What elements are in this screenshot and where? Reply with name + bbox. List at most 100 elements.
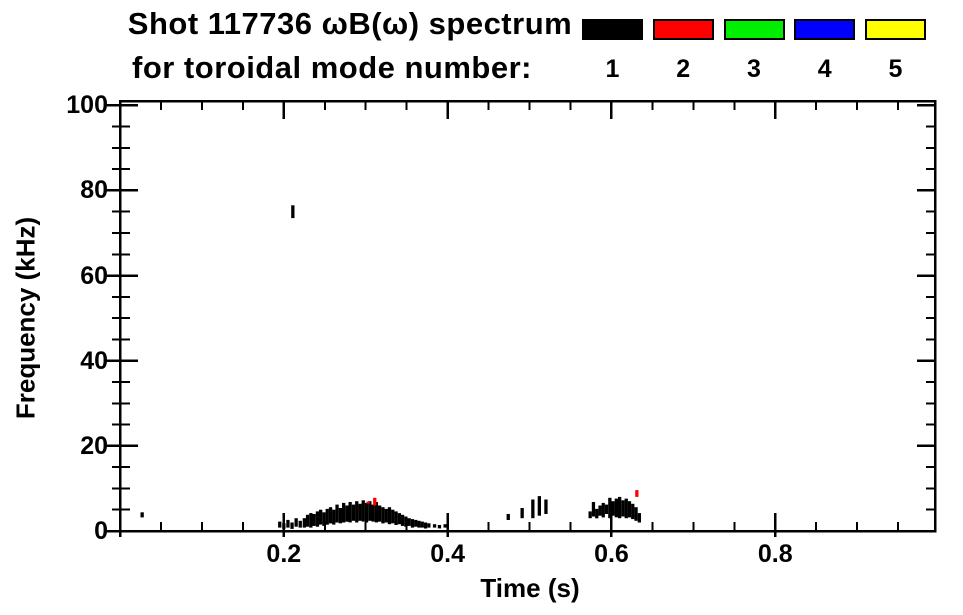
data-mark-mode-1: [378, 505, 382, 522]
data-mark-mode-1: [591, 502, 596, 517]
data-mark-mode-2: [366, 501, 370, 504]
data-mark-mode-1: [332, 509, 336, 525]
data-mark-mode-1: [611, 501, 615, 516]
figure-subtitle: for toroidal mode number:: [132, 50, 532, 85]
data-mark-mode-1: [420, 521, 424, 528]
y-tick-label-0: 0: [94, 517, 108, 545]
data-mark-mode-1: [443, 524, 447, 528]
data-mark-mode-1: [637, 513, 641, 523]
data-mark-mode-1: [427, 523, 431, 528]
legend-swatch-mode-5: [865, 19, 926, 40]
data-mark-mode-1: [342, 502, 346, 523]
x-tick-label-0.6: 0.6: [594, 540, 629, 568]
data-mark-mode-1: [437, 525, 442, 529]
data-mark-mode-1: [294, 518, 298, 527]
data-mark-mode-1: [371, 504, 375, 522]
data-mark-mode-1: [417, 520, 421, 528]
x-tick-label-0.4: 0.4: [430, 540, 465, 568]
data-mark-mode-1: [351, 504, 356, 521]
legend-label-mode-4: 4: [817, 55, 832, 83]
data-mark-mode-1: [315, 511, 320, 527]
data-mark-mode-1: [345, 505, 349, 522]
data-mark-mode-1: [282, 523, 286, 529]
data-mark-mode-1: [338, 508, 342, 524]
y-tick-label-60: 60: [80, 261, 108, 290]
legend-label-mode-2: 2: [676, 55, 691, 83]
data-mark-mode-1: [325, 508, 329, 525]
data-mark-mode-1: [544, 499, 548, 514]
figure-title: Shot 117736 ωB(ω) spectrum: [127, 6, 573, 41]
data-mark-mode-1: [618, 496, 622, 519]
y-axis-title: Frequency (kHz): [10, 216, 41, 420]
data-mark-mode-1: [634, 507, 638, 521]
data-mark-mode-1: [631, 503, 635, 520]
data-mark-mode-1: [364, 502, 369, 523]
legend-swatch-mode-4: [794, 19, 856, 40]
data-mark-mode-1: [290, 522, 294, 529]
data-mark-mode-1: [319, 509, 323, 525]
x-tick-label-0.2: 0.2: [266, 540, 302, 568]
data-mark-mode-2: [635, 490, 639, 497]
data-mark-mode-2: [373, 497, 377, 506]
data-mark-mode-1: [414, 519, 418, 527]
data-mark-mode-1: [358, 503, 362, 521]
data-mark-mode-1: [397, 513, 401, 525]
legend-label-mode-1: 1: [605, 55, 620, 83]
x-axis-title: Time (s): [480, 573, 580, 603]
data-mark-mode-1: [361, 500, 365, 522]
data-mark-mode-1: [608, 497, 612, 519]
data-mark-mode-1: [286, 519, 290, 528]
data-mark-mode-1: [394, 511, 398, 525]
data-mark-mode-1: [601, 502, 605, 518]
data-mark-mode-1: [407, 518, 411, 526]
data-mark-mode-1: [305, 514, 310, 527]
data-mark-mode-1: [624, 498, 628, 519]
data-mark-mode-1: [531, 499, 535, 519]
data-mark-mode-1: [381, 507, 385, 524]
data-mark-mode-1: [322, 512, 326, 526]
data-mark-mode-1: [368, 501, 372, 521]
y-tick-label-40: 40: [80, 346, 108, 375]
legend-swatch-mode-2: [652, 19, 714, 40]
data-mark-mode-1: [391, 509, 395, 524]
data-mark-mode-1: [355, 501, 359, 523]
data-mark-mode-1: [302, 518, 306, 528]
data-mark-mode-1: [621, 500, 625, 517]
legend-label-mode-5: 5: [888, 55, 903, 83]
legend-swatch-mode-3: [723, 19, 785, 40]
y-tick-label-80: 80: [80, 176, 108, 205]
data-mark-mode-1: [291, 205, 295, 219]
data-mark-mode-1: [384, 508, 388, 523]
data-mark-mode-1: [410, 519, 415, 528]
data-mark-mode-1: [506, 514, 510, 520]
data-mark-mode-1: [614, 498, 618, 518]
data-mark-mode-1: [627, 501, 632, 518]
data-mark-mode-1: [374, 502, 378, 523]
data-mark-mode-1: [423, 522, 428, 529]
data-mark-mode-1: [335, 504, 339, 523]
data-mark-mode-1: [278, 521, 282, 528]
data-mark-mode-1: [604, 504, 609, 514]
y-tick-label-100: 100: [66, 91, 108, 120]
data-mark-mode-1: [520, 508, 524, 519]
data-mark-mode-1: [140, 512, 144, 518]
legend-label-mode-3: 3: [747, 55, 761, 83]
data-mark-mode-1: [537, 496, 541, 516]
plot-frame: [118, 99, 937, 533]
data-mark-mode-1: [595, 508, 599, 519]
data-mark-mode-1: [348, 502, 352, 523]
data-mark-mode-1: [432, 524, 437, 528]
y-tick-label-20: 20: [80, 431, 108, 460]
data-mark-mode-1: [588, 511, 592, 519]
data-mark-mode-1: [598, 505, 602, 516]
data-mark-mode-1: [404, 516, 408, 527]
data-mark-mode-1: [309, 513, 313, 528]
data-mark-mode-1: [400, 514, 405, 526]
data-mark-mode-1: [387, 507, 392, 525]
data-mark-mode-1: [312, 514, 316, 526]
legend-swatch-mode-1: [582, 19, 643, 40]
data-mark-mode-1: [328, 507, 333, 524]
data-mark-mode-1: [298, 520, 302, 528]
